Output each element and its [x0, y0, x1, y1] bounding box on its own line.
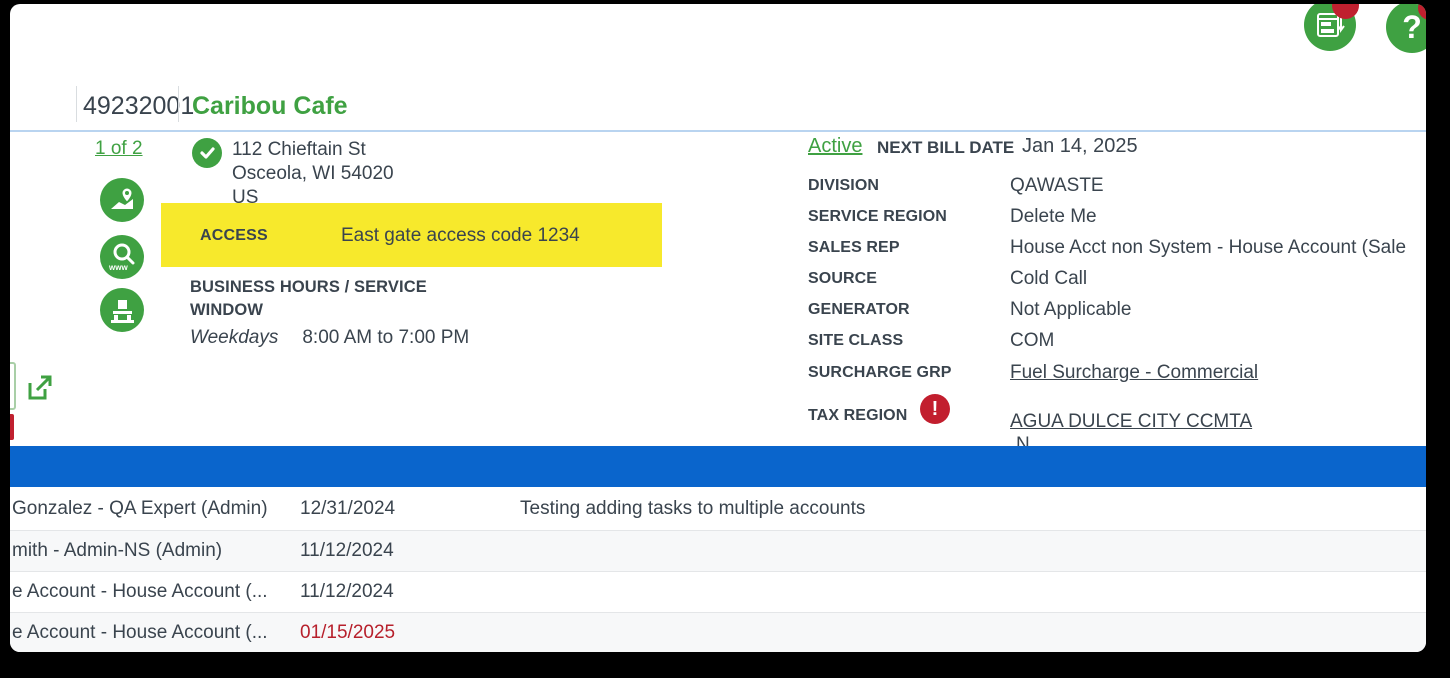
external-link-icon — [28, 375, 52, 400]
site-pager-link[interactable]: 1 of 2 — [95, 138, 143, 159]
check-icon — [200, 147, 215, 159]
next-bill-date-value: Jan 14, 2025 — [1022, 135, 1138, 157]
schedule-icon — [1317, 13, 1345, 37]
help-notification-badge — [1418, 4, 1426, 20]
task-due-date: 11/12/2024 — [300, 540, 394, 561]
task-due-date-overdue: 01/15/2025 — [300, 622, 396, 643]
access-highlight: ACCESS East gate access code 1234 — [161, 203, 662, 267]
map-button[interactable] — [100, 178, 144, 222]
containers-button[interactable] — [100, 288, 144, 332]
svg-text:www: www — [108, 263, 128, 272]
divider — [178, 86, 179, 122]
division-label: DIVISION — [808, 177, 880, 194]
map-pin-icon — [111, 187, 133, 209]
hours-day: Weekdays — [190, 327, 279, 348]
access-value: East gate access code 1234 — [341, 225, 580, 246]
business-hours-row: Weekdays 8:00 AM to 7:00 PM — [190, 327, 469, 349]
address-line1: 112 Chieftain St — [232, 139, 366, 160]
site-class-value: COM — [1010, 330, 1055, 351]
table-row[interactable]: Gonzalez - QA Expert (Admin) 12/31/2024 … — [10, 487, 1426, 531]
app-window: ? ^ 49232001 Caribou Cafe 1 of 2 112 Chi… — [10, 4, 1426, 652]
task-due-date: 11/12/2024 — [300, 581, 394, 602]
sales-rep-value: House Acct non System - House Account (S… — [1010, 237, 1407, 258]
task-assignee: e Account - House Account (... — [12, 581, 268, 602]
generator-label: GENERATOR — [808, 301, 910, 318]
clipped-button[interactable] — [10, 362, 16, 410]
account-number: 49232001 — [83, 92, 195, 120]
tax-region-link[interactable]: AGUA DULCE CITY CCMTA — [1010, 411, 1253, 432]
schedule-notification-badge — [1332, 4, 1359, 19]
table-header-bar — [10, 446, 1426, 487]
source-label: SOURCE — [808, 270, 878, 287]
tax-region-warning-icon[interactable]: ! — [920, 394, 950, 424]
next-bill-date-label: NEXT BILL DATE — [877, 138, 1015, 157]
generator-value: Not Applicable — [1010, 299, 1132, 320]
business-hours-label: BUSINESS HOURS / SERVICE WINDOW — [190, 278, 427, 319]
open-external-button[interactable] — [25, 373, 55, 408]
address-line3: US — [232, 187, 259, 208]
address-line2: Osceola, WI 54020 — [232, 163, 394, 184]
service-region-label: SERVICE REGION — [808, 208, 947, 225]
task-assignee: Gonzalez - QA Expert (Admin) — [12, 497, 268, 519]
www-search-icon: www — [108, 243, 135, 272]
hours-value: 8:00 AM to 7:00 PM — [302, 327, 470, 348]
task-assignee: mith - Admin-NS (Admin) — [12, 540, 223, 561]
table-row[interactable]: e Account - House Account (... 11/12/202… — [10, 572, 1426, 613]
table-row[interactable]: mith - Admin-NS (Admin) 11/12/2024 — [10, 531, 1426, 572]
sales-rep-label: SALES REP — [808, 239, 900, 256]
source-value: Cold Call — [1010, 268, 1088, 289]
header-divider — [10, 130, 1426, 132]
service-region-value: Delete Me — [1010, 206, 1097, 227]
division-value: QAWASTE — [1010, 175, 1104, 196]
pallet-boxes-icon — [111, 300, 134, 323]
table-row[interactable]: e Account - House Account (... 01/15/202… — [10, 613, 1426, 652]
task-assignee: e Account - House Account (... — [12, 622, 268, 643]
account-name-link[interactable]: Caribou Cafe — [192, 92, 348, 120]
surcharge-grp-link[interactable]: Fuel Surcharge - Commercial — [1010, 362, 1259, 383]
surcharge-grp-label: SURCHARGE GRP — [808, 364, 952, 381]
site-address: 112 Chieftain St Osceola, WI 54020 US — [232, 138, 394, 210]
help-icon: ? — [1402, 8, 1422, 45]
account-status-link[interactable]: Active — [808, 135, 863, 157]
task-due-date: 12/31/2024 — [300, 497, 396, 519]
task-description: Testing adding tasks to multiple account… — [520, 497, 866, 519]
access-label: ACCESS — [200, 227, 268, 244]
address-verified-badge — [192, 138, 222, 168]
tax-region-label: TAX REGION — [808, 407, 908, 424]
site-class-label: SITE CLASS — [808, 332, 904, 349]
clipped-red-element — [10, 414, 14, 440]
web-search-button[interactable]: www — [100, 235, 144, 279]
divider — [76, 86, 77, 122]
